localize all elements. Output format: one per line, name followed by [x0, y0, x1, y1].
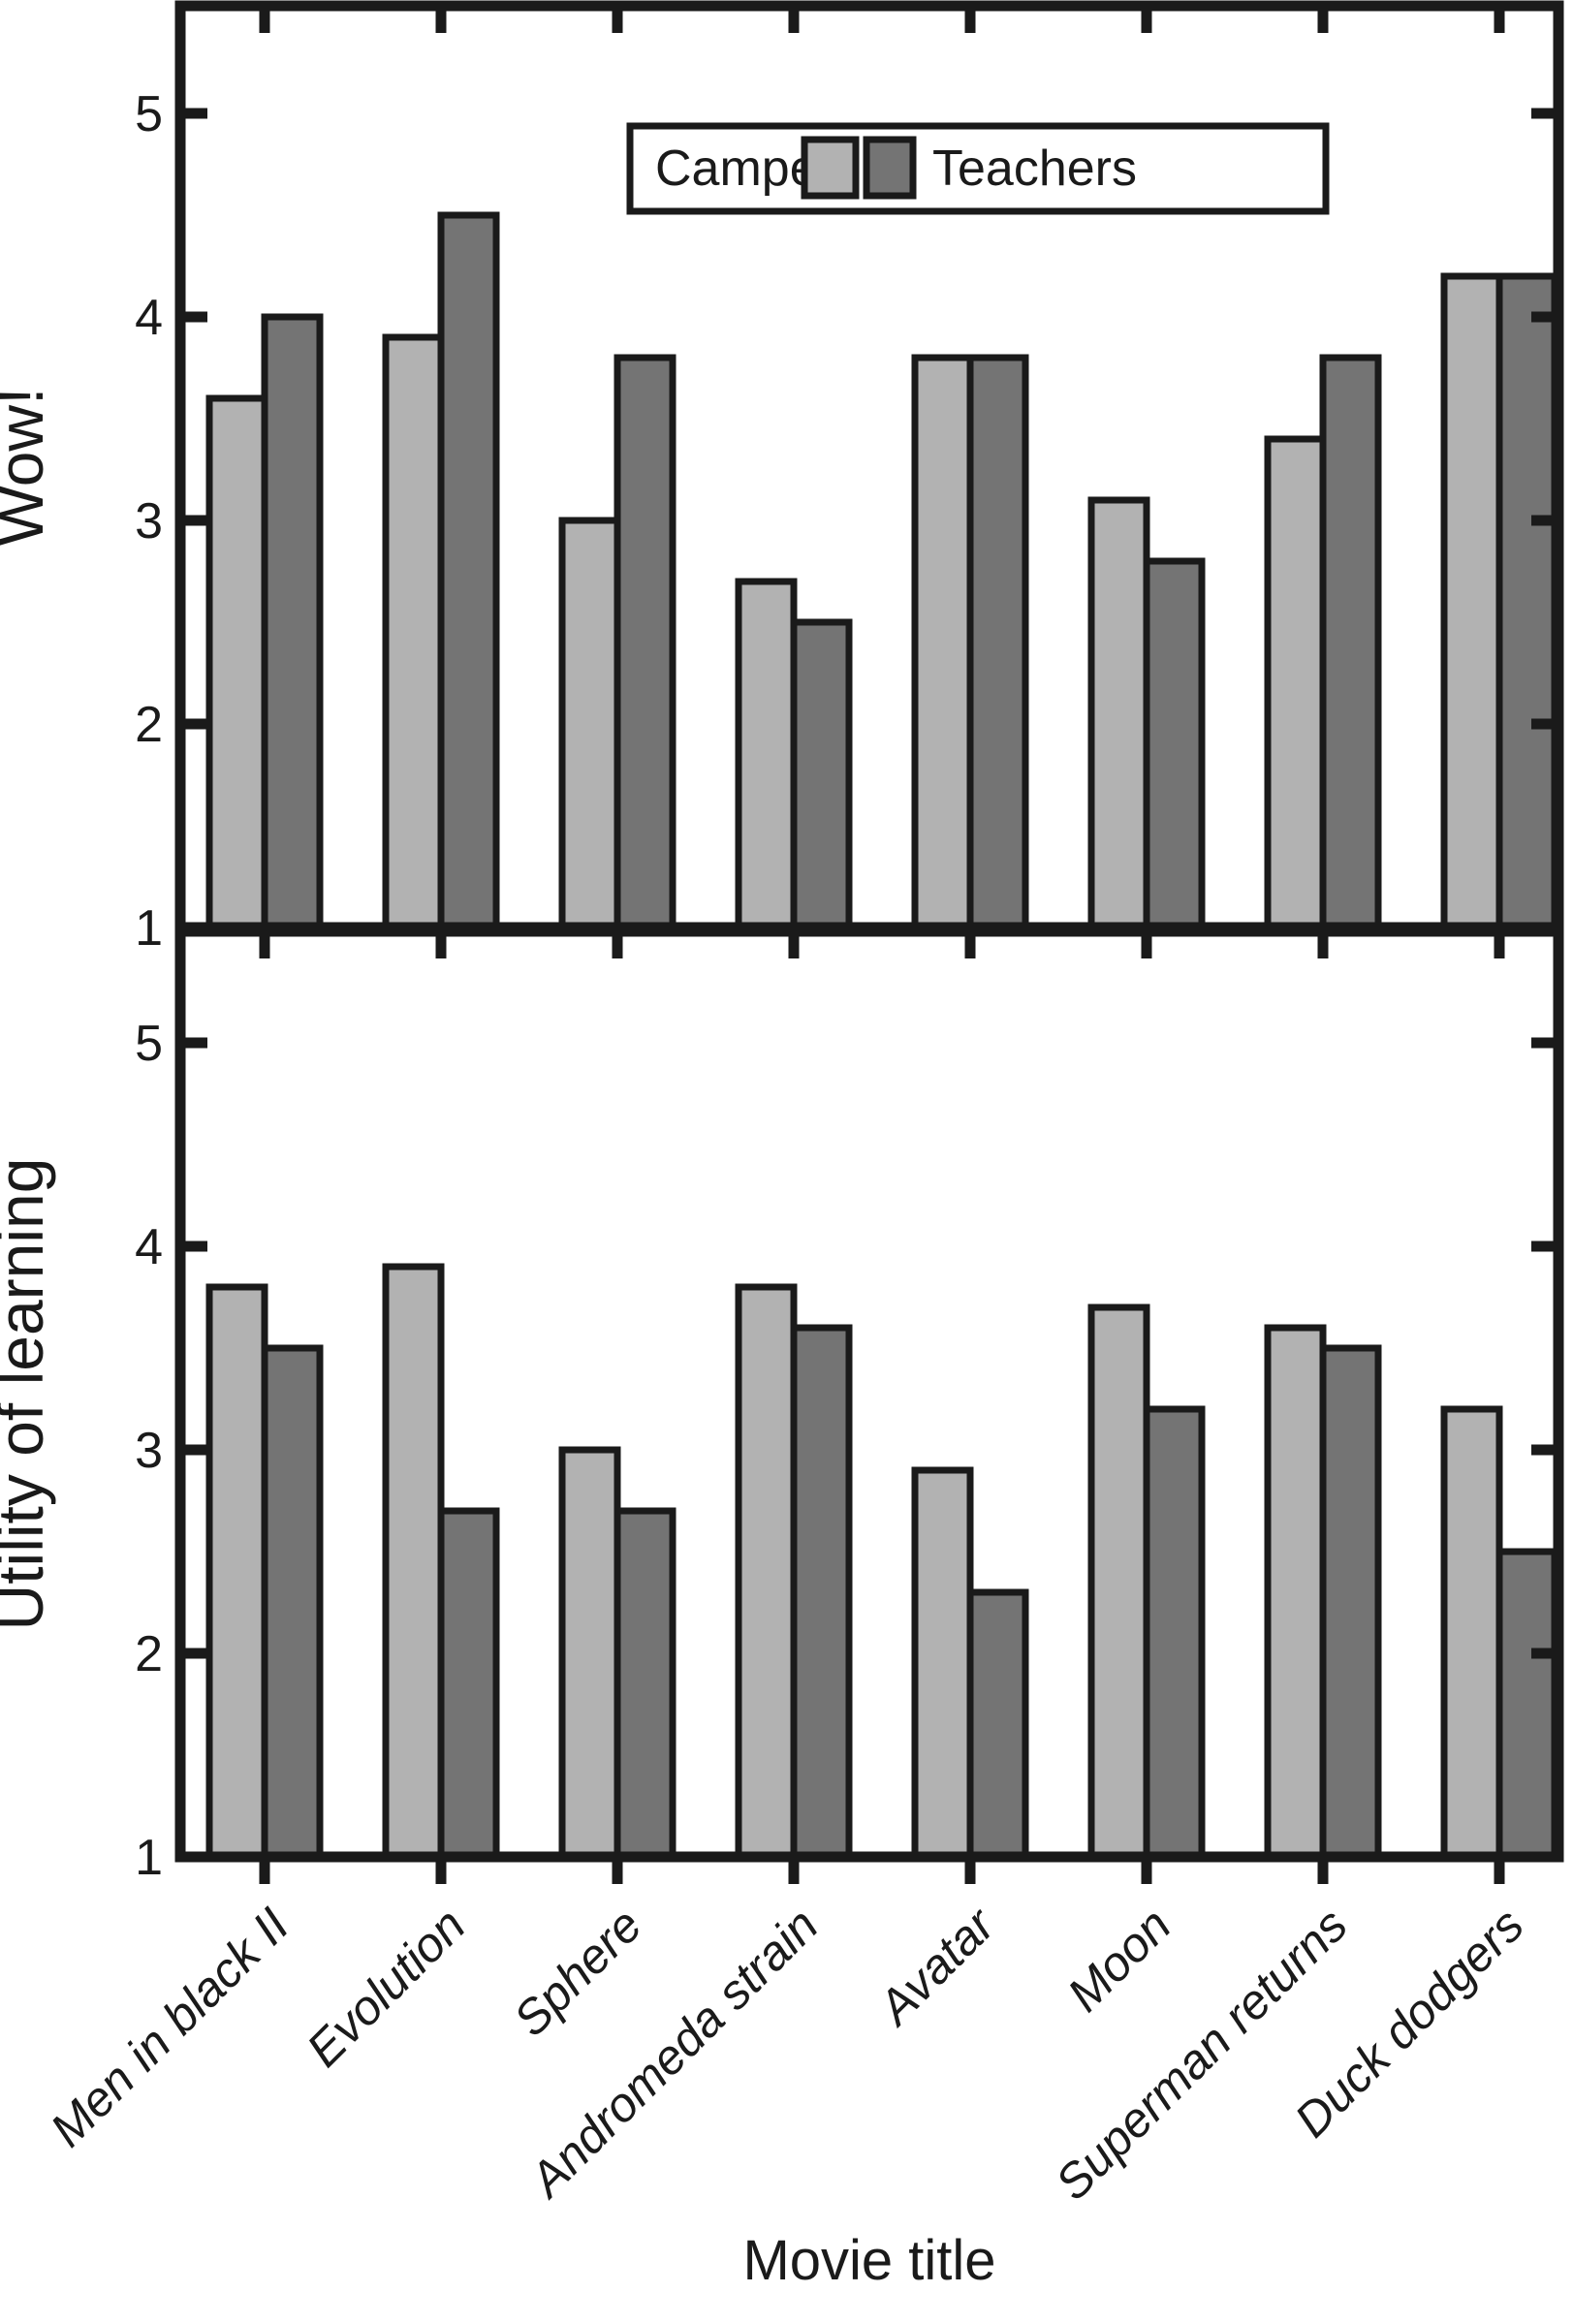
y-tick-label: 5 — [135, 1016, 163, 1072]
bar-campers-evolution — [382, 333, 445, 931]
y-axis-title-top: Wow! — [0, 388, 56, 547]
bar-campers-duck-dodgers — [1440, 272, 1503, 931]
bar-teachers-avatar — [966, 354, 1029, 931]
bar-teachers-evolution — [437, 1507, 500, 1861]
bar-teachers-andromeda-strain — [790, 1324, 853, 1861]
y-tick-label: 4 — [135, 290, 163, 346]
bar-campers-superman-returns — [1264, 435, 1327, 931]
bar-teachers-superman-returns — [1319, 1344, 1382, 1861]
legend-swatch-campers — [801, 136, 860, 200]
y-tick-label: 2 — [135, 697, 163, 753]
legend-box — [626, 122, 1330, 215]
panel-top: 1 2 3 4 5 Wow! — [0, 0, 1564, 957]
legend-swatch-teachers — [863, 136, 917, 200]
y-axis-title-bottom: Utility of learning — [0, 1158, 56, 1631]
bar-campers-men-in-black-ii — [205, 1283, 268, 1861]
bar-teachers-evolution — [437, 211, 500, 931]
y-tick-label: 4 — [135, 1219, 163, 1275]
y-tick-label: 1 — [135, 1830, 163, 1886]
bar-campers-sphere — [558, 517, 621, 931]
bar-teachers-men-in-black-ii — [261, 1344, 324, 1861]
panel-bottom: 1 2 3 4 5 Utility of learning — [0, 926, 1564, 1886]
y-tick-label: 3 — [135, 1423, 163, 1479]
bar-campers-duck-dodgers — [1440, 1405, 1503, 1861]
bar-campers-sphere — [558, 1446, 621, 1861]
bar-campers-evolution — [382, 1263, 445, 1861]
bar-campers-men-in-black-ii — [205, 394, 268, 931]
bar-teachers-sphere — [613, 1507, 676, 1861]
bar-campers-moon — [1087, 496, 1150, 931]
bar-teachers-moon — [1143, 557, 1206, 931]
panel-frame-bottom — [174, 926, 1564, 1863]
legend-label-teachers: Teachers — [932, 141, 1137, 197]
bar-teachers-moon — [1143, 1405, 1206, 1861]
bar-campers-andromeda-strain — [735, 1283, 798, 1861]
y-tick-label: 2 — [135, 1626, 163, 1682]
bar-campers-superman-returns — [1264, 1324, 1327, 1861]
bar-teachers-men-in-black-ii — [261, 313, 324, 931]
bar-teachers-duck-dodgers — [1495, 272, 1558, 931]
bar-teachers-avatar — [966, 1588, 1029, 1861]
bar-campers-moon — [1087, 1303, 1150, 1861]
bar-campers-avatar — [911, 1466, 974, 1861]
legend: Campers Teachers — [626, 122, 1330, 215]
y-tick-label: 5 — [135, 86, 163, 142]
bar-campers-avatar — [911, 354, 974, 931]
y-tick-label: 3 — [135, 493, 163, 550]
bar-campers-andromeda-strain — [735, 578, 798, 931]
x-axis-title: Movie title — [742, 2229, 995, 2292]
bar-teachers-andromeda-strain — [790, 618, 853, 931]
bar-teachers-sphere — [613, 354, 676, 931]
bar-teachers-duck-dodgers — [1495, 1548, 1558, 1861]
y-tick-label: 1 — [135, 900, 163, 957]
bar-teachers-superman-returns — [1319, 354, 1382, 931]
